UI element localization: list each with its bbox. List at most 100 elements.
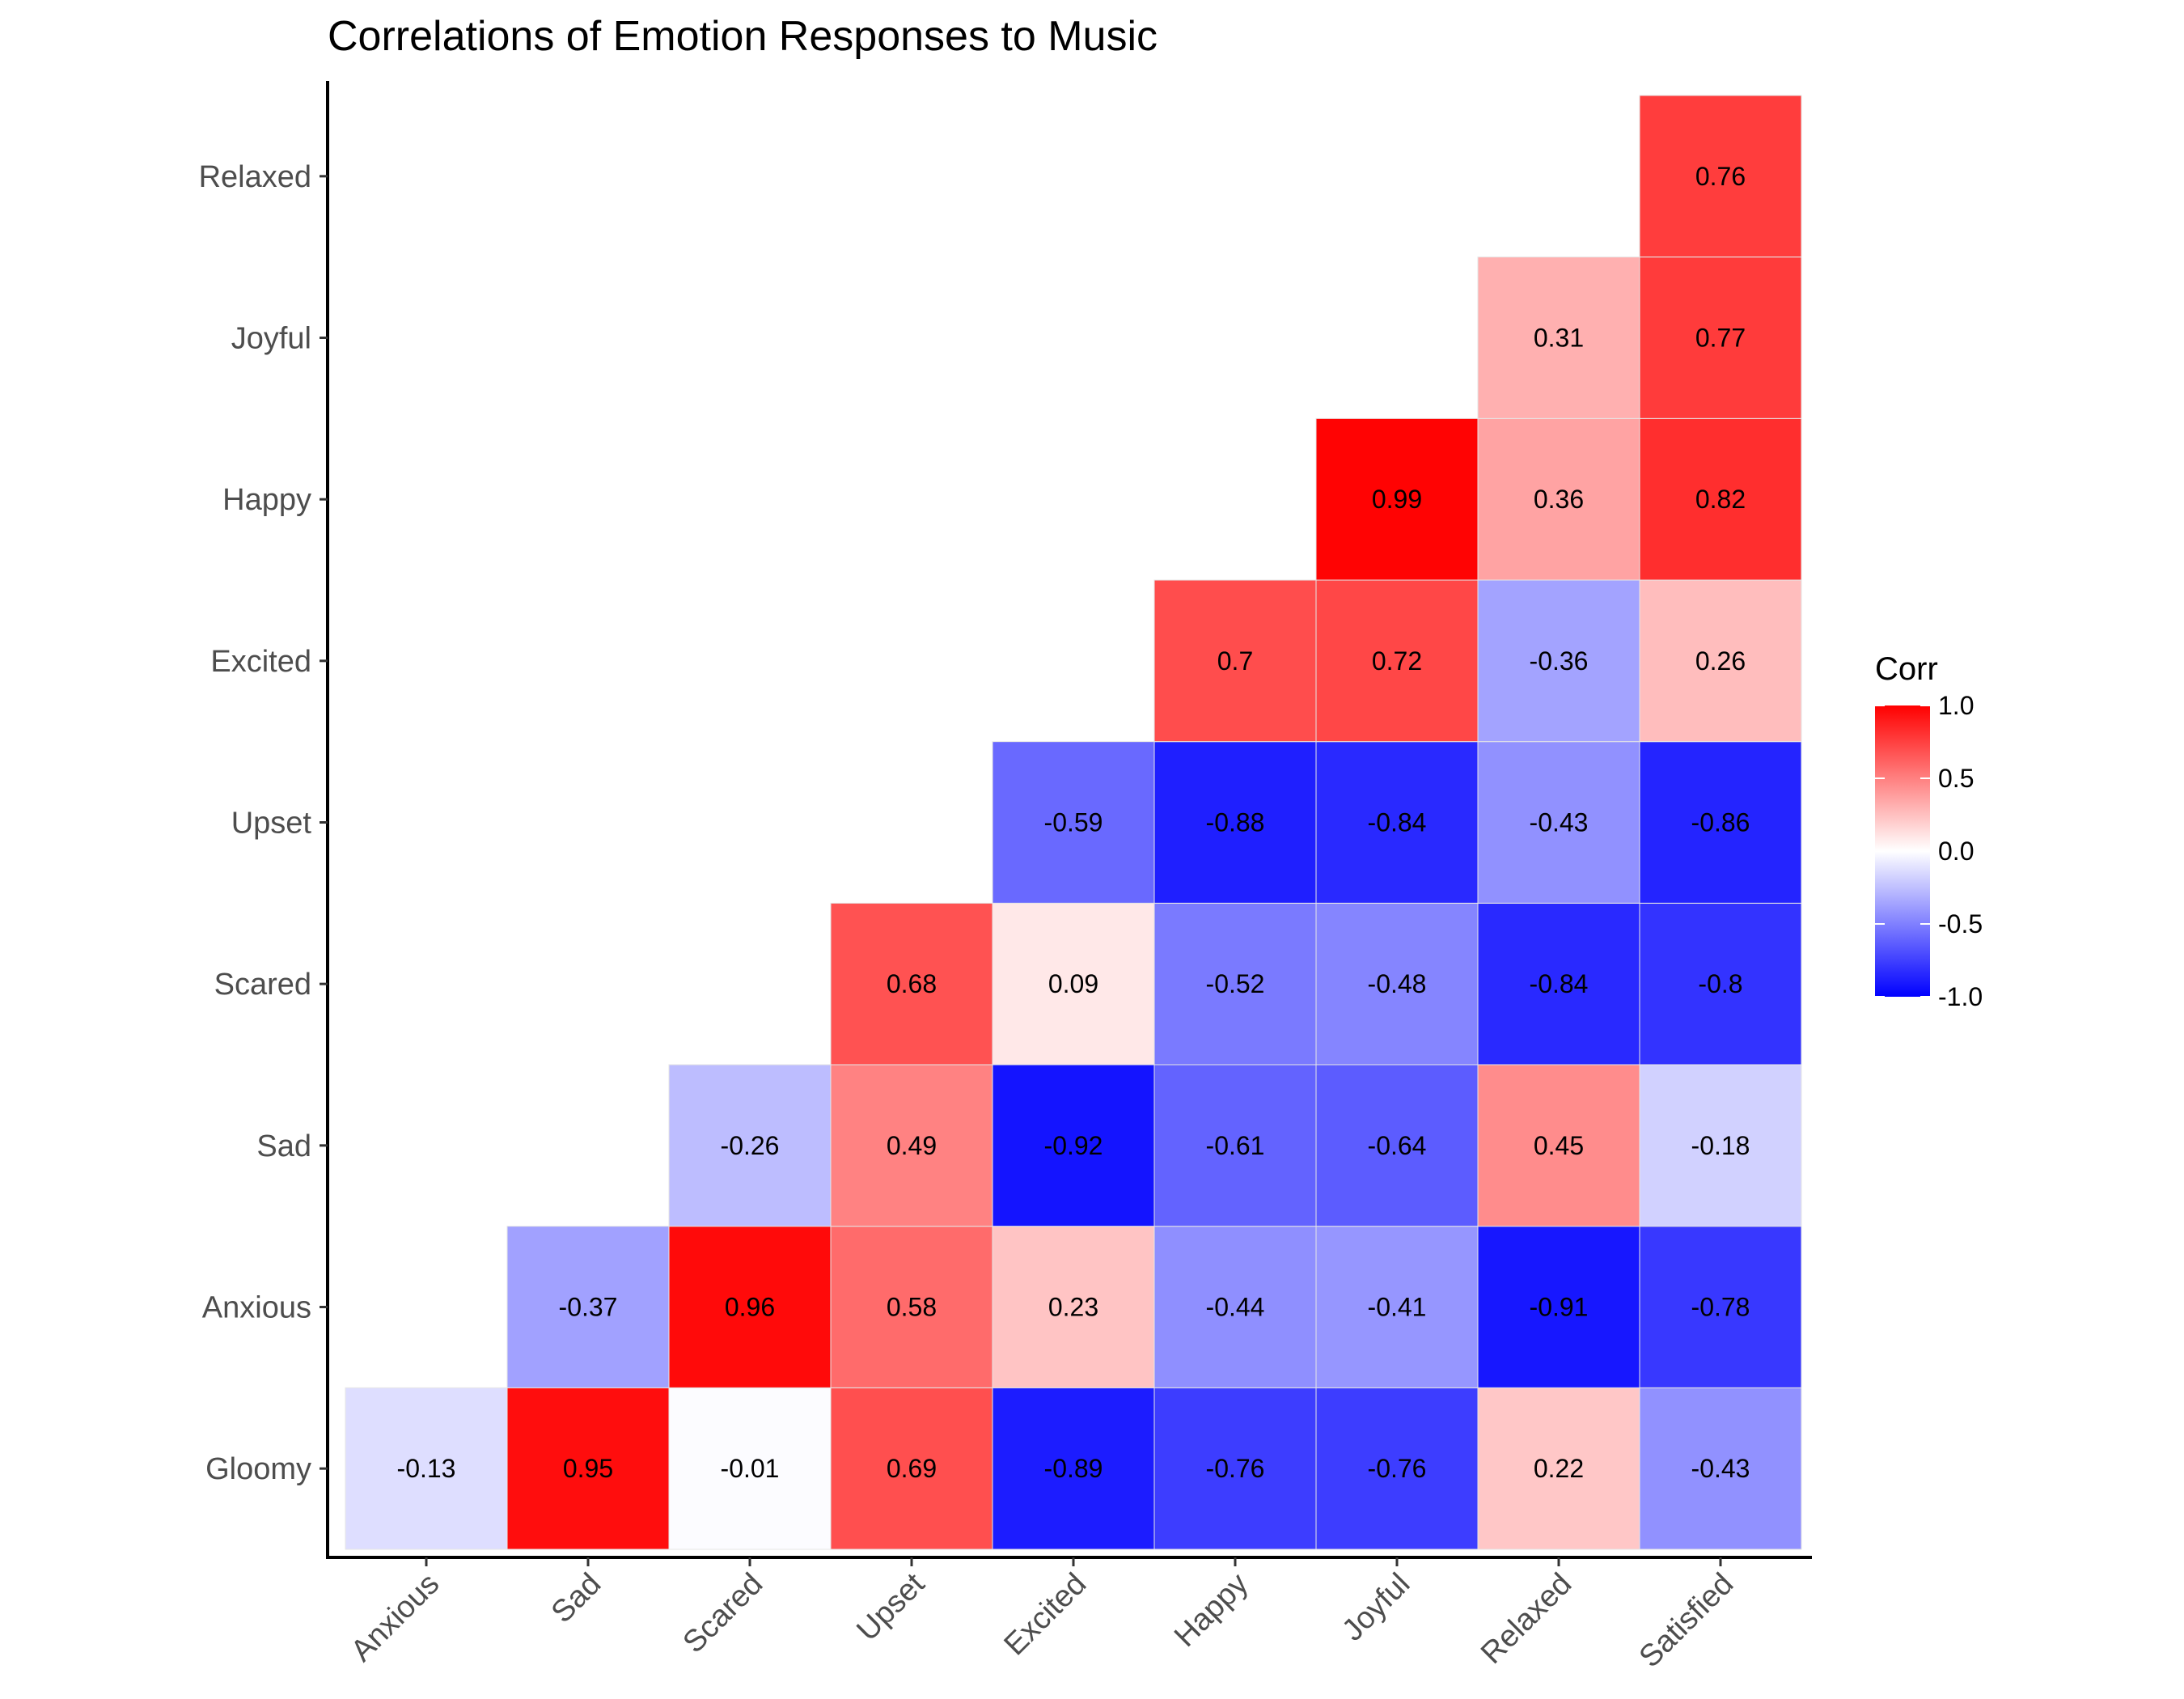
cell-value-label: -0.92	[1044, 1131, 1103, 1160]
cell-value-label: 0.7	[1217, 646, 1253, 676]
cell-value-label: 0.95	[563, 1454, 613, 1483]
cell-value-label: -0.8	[1698, 969, 1742, 998]
cell-value-label: 0.77	[1695, 324, 1746, 353]
heatmap-cell	[1477, 1064, 1640, 1227]
x-tick-label: Happy	[1168, 1567, 1255, 1654]
legend-title: Corr	[1875, 651, 1938, 687]
cell-value-label: 0.09	[1048, 969, 1098, 998]
heatmap-cell	[1315, 902, 1479, 1066]
heatmap-cell	[506, 1226, 670, 1388]
cell-value-label: 0.96	[725, 1293, 775, 1322]
cell-value-label: -0.48	[1368, 969, 1427, 998]
cell-value-label: -0.76	[1368, 1454, 1427, 1483]
x-tick-label: Scared	[677, 1567, 770, 1660]
heatmap-cell	[668, 1064, 832, 1227]
heatmap-cell	[1315, 417, 1479, 581]
cell-value-label: 0.45	[1534, 1131, 1584, 1160]
cell-value-label: -0.43	[1530, 808, 1589, 837]
heatmap-cell	[992, 902, 1155, 1066]
heatmap-cell	[1639, 256, 1802, 419]
heatmap-cell	[1477, 256, 1640, 419]
heatmap-cell	[1315, 1226, 1479, 1388]
heatmap-cell	[1477, 1226, 1640, 1388]
legend-tick-label: -1.0	[1938, 982, 1983, 1011]
cell-value-label: 0.22	[1534, 1454, 1584, 1483]
legend-tick-label: 0.0	[1938, 837, 1974, 866]
cell-value-label: 0.26	[1695, 646, 1746, 676]
cell-value-label: -0.64	[1368, 1131, 1427, 1160]
heatmap-cell	[1639, 1064, 1802, 1227]
heatmap-cell	[1315, 1387, 1479, 1550]
heatmap-cell	[830, 1226, 993, 1388]
cell-value-label: -0.86	[1691, 808, 1750, 837]
heatmap-cell	[1153, 902, 1317, 1066]
cell-value-label: 0.69	[887, 1454, 937, 1483]
cell-value-label: 0.23	[1048, 1293, 1098, 1322]
heatmap-cell	[1639, 579, 1802, 743]
cell-value-label: -0.41	[1368, 1293, 1427, 1322]
legend: Corr 1.0 0.5 0.0 -0.5 -1.0	[1875, 651, 1983, 1011]
heatmap-cell	[1639, 1387, 1802, 1550]
heatmap-cell	[992, 1387, 1155, 1550]
legend-tick-label: 1.0	[1938, 691, 1974, 720]
x-tick-label: Sad	[545, 1567, 608, 1630]
heatmap-cell	[1477, 417, 1640, 581]
cell-value-label: -0.61	[1206, 1131, 1265, 1160]
x-tick-label: Joyful	[1335, 1567, 1416, 1648]
cell-value-label: -0.36	[1530, 646, 1589, 676]
cell-value-label: -0.18	[1691, 1131, 1750, 1160]
cell-value-label: -0.84	[1530, 969, 1589, 998]
x-axis: Anxious Sad Scared Upset Excited Happy Joyful R…	[326, 1556, 1812, 1675]
heatmap-cell	[992, 741, 1155, 904]
cell-value-label: -0.91	[1530, 1293, 1589, 1322]
cell-value-label: -0.89	[1044, 1454, 1103, 1483]
heatmap-cell	[1477, 902, 1640, 1066]
x-tick-label: Anxious	[345, 1567, 446, 1668]
cell-value-label: 0.82	[1695, 485, 1746, 514]
y-tick-label: Gloomy	[205, 1452, 311, 1486]
y-tick-label: Anxious	[202, 1291, 311, 1325]
cell-value-label: -0.43	[1691, 1454, 1750, 1483]
cell-value-label: 0.31	[1534, 324, 1584, 353]
cell-value-label: -0.84	[1368, 808, 1427, 837]
heatmap-cell	[1477, 1387, 1640, 1550]
heatmap-cell	[1477, 741, 1640, 904]
cell-value-label: 0.36	[1534, 485, 1584, 514]
cell-value-label: -0.26	[721, 1131, 780, 1160]
y-tick-label: Excited	[210, 645, 311, 679]
cell-value-label: -0.88	[1206, 808, 1265, 837]
y-tick-label: Relaxed	[199, 160, 311, 194]
heatmap-cell	[992, 1064, 1155, 1227]
y-tick-label: Happy	[222, 483, 311, 517]
heatmap-cell	[1639, 741, 1802, 904]
y-tick-label: Scared	[214, 968, 311, 1002]
cell-value-label: 0.68	[887, 969, 937, 998]
x-tick-label: Satisfied	[1633, 1567, 1741, 1675]
cell-value-label: -0.76	[1206, 1454, 1265, 1483]
heatmap-cells: -0.13 0.95 -0.01 0.69 -0.89 -0.76 -0.76 0.22 -0.…	[345, 95, 1802, 1550]
legend-tick-label: 0.5	[1938, 764, 1974, 793]
x-tick-label: Upset	[850, 1566, 931, 1647]
heatmap-cell	[1315, 579, 1479, 743]
heatmap-cell	[506, 1387, 670, 1550]
cell-value-label: -0.59	[1044, 808, 1103, 837]
cell-value-label: 0.76	[1695, 162, 1746, 191]
y-tick-label: Sad	[256, 1129, 311, 1163]
heatmap-cell	[1639, 417, 1802, 581]
cell-value-label: -0.44	[1206, 1293, 1265, 1322]
legend-tick-label: -0.5	[1938, 909, 1983, 938]
y-tick-label: Upset	[231, 807, 312, 841]
heatmap-cell	[1639, 902, 1802, 1066]
y-tick-label: Joyful	[231, 322, 311, 356]
cell-value-label: -0.37	[559, 1293, 618, 1322]
chart-title: Correlations of Emotion Responses to Mus…	[328, 13, 1158, 60]
heatmap-cell	[992, 1226, 1155, 1388]
cell-value-label: -0.78	[1691, 1293, 1750, 1322]
heatmap-cell	[830, 1064, 993, 1227]
heatmap-cell	[1639, 1226, 1802, 1388]
heatmap-cell	[830, 1387, 993, 1550]
cell-value-label: 0.99	[1372, 485, 1422, 514]
y-axis: Gloomy Anxious Sad Scared Upset Excited Happy J…	[199, 81, 329, 1557]
x-tick-label: Relaxed	[1475, 1567, 1578, 1671]
